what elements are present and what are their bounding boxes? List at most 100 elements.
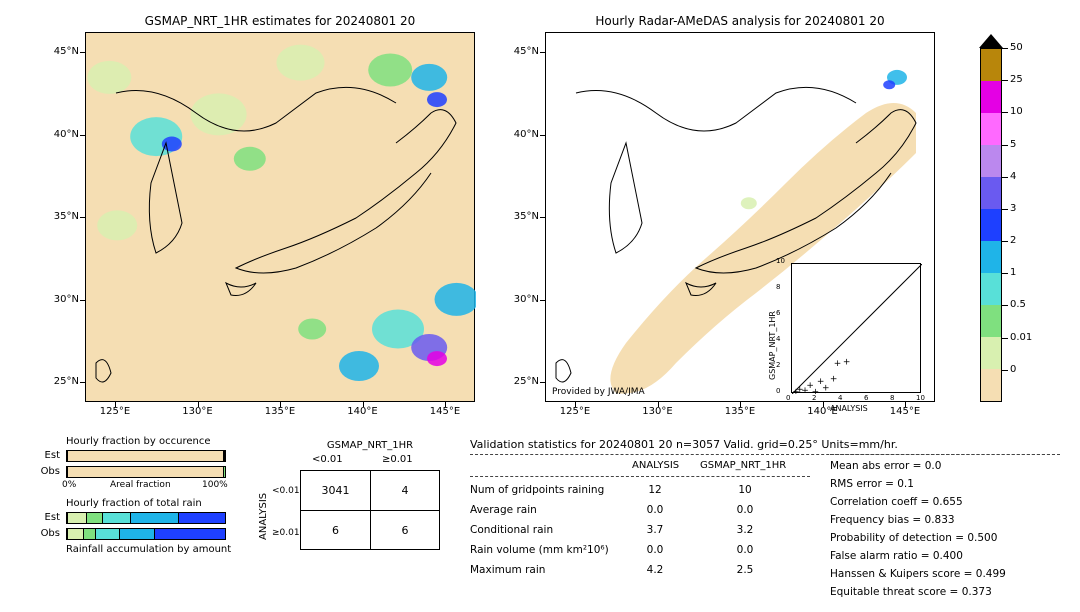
bar-seg [95, 529, 119, 539]
vstats-row-label: Average rain [470, 504, 537, 516]
vstats-right-row: Equitable threat score = 0.373 [830, 586, 992, 598]
map-right-xtick: 130°E [638, 406, 678, 417]
colorbar-seg [981, 305, 1001, 337]
ct-cell-10: 6 [301, 511, 371, 550]
vstats-val-a: 12 [620, 484, 690, 496]
colorbar-seg [981, 209, 1001, 241]
precip-blob [191, 93, 247, 135]
ctable-rowtitle: ANALYSIS [258, 493, 269, 540]
vstats-val-a: 0.0 [620, 544, 690, 556]
bar-seg [86, 513, 102, 523]
vstats-row-label: Num of gridpoints raining [470, 484, 604, 496]
mini-occ-obs-bar [66, 466, 226, 478]
ct-cell-11: 6 [371, 511, 440, 550]
vstats-header: Validation statistics for 20240801 20 n=… [470, 438, 898, 451]
map-right-xtick: 135°E [720, 406, 760, 417]
map-left-title: GSMAP_NRT_1HR estimates for 20240801 20 [85, 14, 475, 28]
bar-seg [119, 529, 154, 539]
inset-xtick: 6 [864, 394, 868, 402]
ctable-col0: <0.01 [312, 454, 343, 465]
bar-seg [178, 513, 225, 523]
vstats-val-a: 0.0 [620, 504, 690, 516]
map-left-svg [86, 33, 476, 403]
ct-cell-01: 4 [371, 471, 440, 511]
precip-blob [162, 137, 182, 152]
colorbar-seg [981, 369, 1001, 401]
colorbar-tick: 1 [1010, 267, 1016, 278]
precip-blob [277, 45, 325, 81]
vstats-val-b: 10 [710, 484, 780, 496]
bar-seg [67, 529, 83, 539]
colorbar-seg [981, 145, 1001, 177]
map-right-title: Hourly Radar-AMeDAS analysis for 2024080… [545, 14, 935, 28]
map-left-xtick: 125°E [95, 406, 135, 417]
inset-xlabel: ANALYSIS [830, 404, 868, 413]
vstats-right-row: Mean abs error = 0.0 [830, 460, 941, 472]
bar-seg [130, 513, 177, 523]
inset-ytick: 0 [776, 387, 780, 395]
scatter-point: + [843, 358, 851, 368]
vstats-val-b: 2.5 [710, 564, 780, 576]
colorbar-tick: 50 [1010, 42, 1023, 53]
inset-ytick: 8 [776, 283, 780, 291]
vstats-right-row: Correlation coeff = 0.655 [830, 496, 963, 508]
bar-seg [102, 513, 130, 523]
provider-label: Provided by JWA/JMA [552, 387, 645, 397]
mini-tot-est-bar [66, 512, 226, 524]
mini-xaxis-right: 100% [202, 480, 228, 490]
contingency-table: 3041 4 6 6 [300, 470, 440, 550]
colorbar-tick: 3 [1010, 203, 1016, 214]
precip-blob [339, 351, 379, 381]
bar-seg [224, 451, 225, 461]
mini-occ-obs-label: Obs [30, 466, 60, 477]
precip-blob [427, 351, 447, 366]
mini-tot-obs-bar [66, 528, 226, 540]
map-left-xtick: 135°E [260, 406, 300, 417]
vstats-colB: GSMAP_NRT_1HR [700, 460, 786, 471]
scatter-inset: ++++++++++ [791, 263, 921, 393]
map-right-ytick: 30°N [499, 294, 539, 305]
colorbar-tick: 0.01 [1010, 332, 1032, 343]
colorbar-tick: 0 [1010, 364, 1016, 375]
map-left-xtick: 130°E [178, 406, 218, 417]
scatter-point: + [812, 387, 820, 394]
colorbar-seg [981, 49, 1001, 81]
inset-xtick: 8 [890, 394, 894, 402]
mini-tot-obs-label: Obs [30, 528, 60, 539]
colorbar-seg [981, 113, 1001, 145]
precip-blob [741, 197, 757, 209]
ctable-row1: ≥0.01 [272, 528, 300, 538]
inset-ytick: 10 [776, 257, 785, 265]
map-right-xtick: 125°E [555, 406, 595, 417]
bar-seg [83, 529, 96, 539]
inset-xtick: 2 [812, 394, 816, 402]
vstats-right-row: Probability of detection = 0.500 [830, 532, 997, 544]
colorbar-tick: 0.5 [1010, 299, 1026, 310]
vstats-val-b: 0.0 [710, 504, 780, 516]
map-right-ytick: 35°N [499, 211, 539, 222]
vstats-row-label: Conditional rain [470, 524, 553, 536]
map-right-ytick: 40°N [499, 129, 539, 140]
vstats-right-row: False alarm ratio = 0.400 [830, 550, 963, 562]
vstats-dotline-mid [470, 476, 810, 477]
colorbar-seg [981, 241, 1001, 273]
colorbar-tick: 4 [1010, 171, 1016, 182]
ctable-col1: ≥0.01 [382, 454, 413, 465]
colorbar-seg [981, 81, 1001, 113]
map-left-xtick: 145°E [425, 406, 465, 417]
scatter-point: + [830, 374, 838, 384]
vstats-right-row: Frequency bias = 0.833 [830, 514, 955, 526]
map-left-ytick: 35°N [39, 211, 79, 222]
colorbar-arrow-icon [979, 34, 1003, 48]
mini-accum-title: Rainfall accumulation by amount [66, 544, 231, 555]
mini-xaxis-left: 0% [62, 480, 76, 490]
map-left-ytick: 40°N [39, 129, 79, 140]
map-left-ytick: 25°N [39, 376, 79, 387]
precip-blob [234, 147, 266, 171]
map-right-xtick: 145°E [885, 406, 925, 417]
bar-seg [67, 513, 86, 523]
mini-tot-title: Hourly fraction of total rain [66, 498, 202, 509]
mini-occ-est-label: Est [30, 450, 60, 461]
precip-blob [368, 54, 412, 87]
bar-seg [154, 529, 225, 539]
